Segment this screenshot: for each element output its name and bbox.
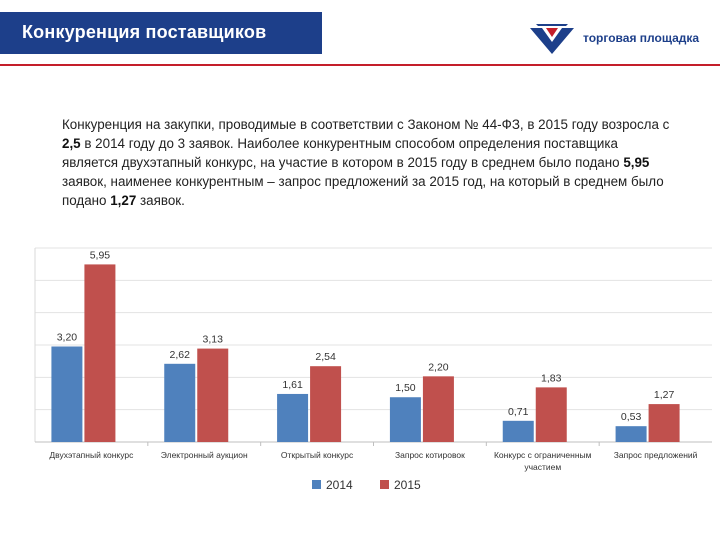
legend-label: 2014 xyxy=(326,478,353,492)
intro-value-min: 1,27 xyxy=(110,193,137,208)
legend-label: 2015 xyxy=(394,478,421,492)
logo-text: торговая площадка xyxy=(583,31,700,45)
bar-2014 xyxy=(277,393,309,442)
intro-paragraph: Конкуренция на закупки, проводимые в соо… xyxy=(62,115,677,210)
header: Конкуренция поставщиков торговая площадк… xyxy=(0,0,720,64)
intro-text-3: заявок, наименее конкурентным – запрос п… xyxy=(62,174,664,208)
data-label: 5,95 xyxy=(90,249,111,261)
category-label: Запрос котировок xyxy=(395,450,465,460)
intro-value-2014: 2,5 xyxy=(62,136,81,151)
category-label: Электронный аукцион xyxy=(161,450,248,460)
bar-2014 xyxy=(502,420,534,442)
logo-icon xyxy=(530,24,574,54)
intro-text-4: заявок. xyxy=(136,193,185,208)
data-label: 1,27 xyxy=(654,389,675,401)
data-label: 3,13 xyxy=(203,334,224,346)
data-label: 2,20 xyxy=(428,361,449,373)
page-title: Конкуренция поставщиков xyxy=(22,22,267,42)
data-label: 1,61 xyxy=(282,379,303,391)
intro-text-1: Конкуренция на закупки, проводимые в соо… xyxy=(62,117,670,132)
data-label: 3,20 xyxy=(57,331,78,343)
bar-2015 xyxy=(84,264,116,442)
data-label: 0,53 xyxy=(621,411,642,423)
intro-value-max: 5,95 xyxy=(623,155,650,170)
title-banner xyxy=(0,12,322,54)
logo: торговая площадка xyxy=(528,20,714,56)
category-label: Запрос предложений xyxy=(614,450,698,460)
category-label: Двухэтапный конкурс xyxy=(49,450,134,460)
bar-2015 xyxy=(310,366,342,442)
legend-swatch xyxy=(312,480,321,489)
bar-2014 xyxy=(389,397,421,442)
chart-area: 3,20 5,95 Двухэтапный конкурс 2,62 3,13 Элект… xyxy=(0,220,720,540)
bar-2014 xyxy=(164,363,196,442)
bar-chart: 3,20 5,95 Двухэтапный конкурс 2,62 3,13 Элект… xyxy=(34,247,712,492)
bar-2014 xyxy=(51,346,83,442)
category-label: Открытый конкурс xyxy=(281,450,354,460)
data-label: 2,62 xyxy=(170,349,191,361)
bar-2015 xyxy=(422,376,454,442)
bar-2015 xyxy=(648,404,680,442)
bar-2015 xyxy=(535,387,567,442)
data-label: 1,83 xyxy=(541,372,562,384)
intro-text-2: в 2014 году до 3 заявок. Наиболее конкур… xyxy=(62,136,624,170)
category-label: участием xyxy=(524,462,561,472)
data-label: 0,71 xyxy=(508,406,529,418)
data-label: 2,54 xyxy=(315,351,336,363)
header-accent-line xyxy=(0,64,720,66)
bar-2014 xyxy=(615,426,647,442)
data-label: 1,50 xyxy=(395,382,416,394)
legend-swatch xyxy=(380,480,389,489)
category-label: Конкурс с ограниченным xyxy=(494,450,592,460)
bar-2015 xyxy=(197,348,229,442)
